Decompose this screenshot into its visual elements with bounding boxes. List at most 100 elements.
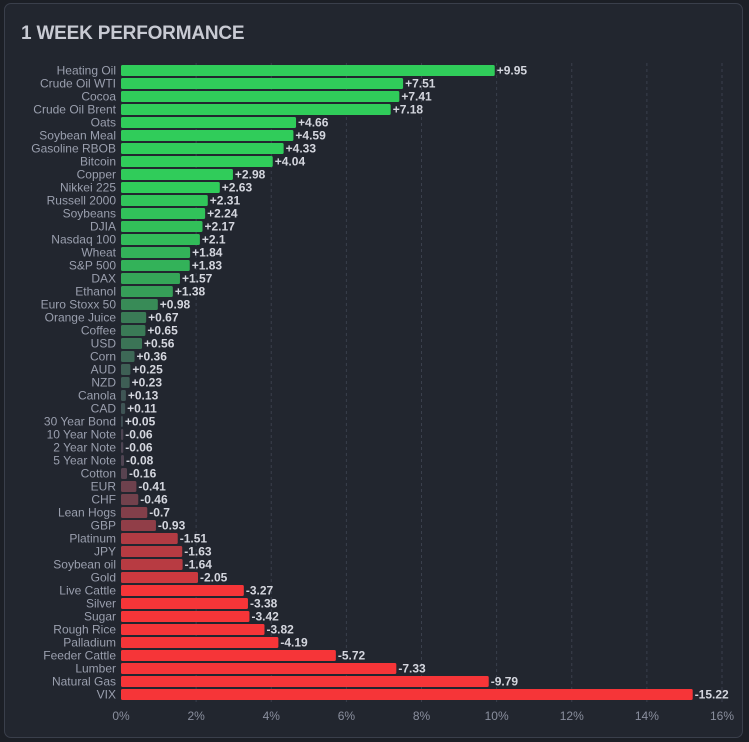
category-label: EUR bbox=[91, 480, 117, 494]
value-label: +0.23 bbox=[132, 376, 163, 390]
value-label: +0.25 bbox=[132, 363, 163, 377]
category-label: Cocoa bbox=[81, 90, 116, 104]
category-label: USD bbox=[91, 337, 117, 351]
category-label: Cotton bbox=[81, 467, 116, 481]
bar bbox=[121, 195, 208, 206]
category-label: Gold bbox=[91, 571, 116, 585]
value-label: +2.31 bbox=[210, 194, 241, 208]
bar bbox=[121, 117, 297, 128]
value-label: +7.51 bbox=[405, 77, 436, 91]
category-label: Soybean Meal bbox=[39, 129, 116, 143]
value-label: -0.16 bbox=[129, 467, 157, 481]
bar bbox=[121, 520, 156, 531]
bar bbox=[121, 130, 294, 141]
bar bbox=[121, 143, 284, 154]
category-label: NZD bbox=[91, 376, 116, 390]
bar bbox=[121, 364, 131, 375]
x-tick-label: 10% bbox=[485, 709, 509, 723]
bar bbox=[121, 624, 265, 635]
category-label: Soybeans bbox=[63, 207, 116, 221]
category-label: Orange Juice bbox=[45, 311, 117, 325]
value-label: +0.67 bbox=[148, 311, 179, 325]
value-label: -15.22 bbox=[695, 688, 729, 702]
bar bbox=[121, 273, 180, 284]
category-label: 2 Year Note bbox=[53, 441, 116, 455]
category-label: Platinum bbox=[69, 532, 116, 546]
bar bbox=[121, 338, 143, 349]
x-tick-label: 12% bbox=[560, 709, 584, 723]
bar bbox=[121, 247, 191, 258]
value-label: +0.56 bbox=[144, 337, 175, 351]
bar bbox=[121, 351, 135, 362]
value-label: +4.59 bbox=[295, 129, 326, 143]
bar bbox=[121, 312, 147, 323]
category-label: Live Cattle bbox=[59, 584, 116, 598]
bar bbox=[121, 533, 178, 544]
bar bbox=[121, 494, 139, 505]
category-label: Corn bbox=[90, 350, 116, 364]
category-label: 10 Year Note bbox=[47, 428, 117, 442]
category-label: Feeder Cattle bbox=[43, 649, 116, 663]
category-label: Palladium bbox=[63, 636, 116, 650]
value-label: -0.93 bbox=[158, 519, 186, 533]
bar bbox=[121, 156, 273, 167]
value-label: -2.05 bbox=[200, 571, 228, 585]
value-label: +4.33 bbox=[286, 142, 317, 156]
category-label: Nikkei 225 bbox=[60, 181, 116, 195]
category-label: GBP bbox=[91, 519, 116, 533]
category-label: Euro Stoxx 50 bbox=[41, 298, 117, 312]
category-label: Crude Oil WTI bbox=[40, 77, 116, 91]
bar bbox=[121, 429, 124, 440]
value-label: +7.41 bbox=[401, 90, 432, 104]
bar bbox=[121, 637, 279, 648]
category-label: 5 Year Note bbox=[53, 454, 116, 468]
x-tick-label: 8% bbox=[413, 709, 431, 723]
x-tick-label: 0% bbox=[112, 709, 130, 723]
category-label: Copper bbox=[77, 168, 116, 182]
category-label: Bitcoin bbox=[80, 155, 116, 169]
category-label: JPY bbox=[94, 545, 116, 559]
category-label: Russell 2000 bbox=[47, 194, 117, 208]
category-label: VIX bbox=[97, 688, 116, 702]
bar bbox=[121, 481, 137, 492]
bar bbox=[121, 455, 125, 466]
category-label: Lumber bbox=[75, 662, 116, 676]
value-label: +2.98 bbox=[235, 168, 266, 182]
value-label: +0.13 bbox=[128, 389, 159, 403]
value-label: +2.63 bbox=[222, 181, 253, 195]
bar bbox=[121, 559, 183, 570]
x-tick-label: 14% bbox=[635, 709, 659, 723]
value-label: -1.63 bbox=[184, 545, 212, 559]
bar bbox=[121, 221, 203, 232]
bar bbox=[121, 299, 158, 310]
value-label: +2.1 bbox=[202, 233, 226, 247]
category-label: Oats bbox=[91, 116, 116, 130]
value-label: +4.66 bbox=[298, 116, 329, 130]
bar bbox=[121, 182, 220, 193]
category-label: Natural Gas bbox=[52, 675, 116, 689]
category-label: Ethanol bbox=[75, 285, 116, 299]
chart-title: 1 WEEK PERFORMANCE bbox=[21, 23, 245, 44]
category-label: DAX bbox=[91, 272, 116, 286]
bar bbox=[121, 442, 124, 453]
value-label: +1.83 bbox=[192, 259, 223, 273]
bar bbox=[121, 689, 693, 700]
category-label: 30 Year Bond bbox=[44, 415, 116, 429]
x-tick-label: 6% bbox=[338, 709, 356, 723]
bar bbox=[121, 390, 126, 401]
category-label: DJIA bbox=[90, 220, 116, 234]
x-tick-label: 2% bbox=[187, 709, 205, 723]
value-label: -0.06 bbox=[125, 428, 153, 442]
x-tick-label: 16% bbox=[710, 709, 734, 723]
bar bbox=[121, 416, 123, 427]
bar bbox=[121, 234, 200, 245]
bar bbox=[121, 208, 206, 219]
bar bbox=[121, 650, 336, 661]
value-label: +4.04 bbox=[275, 155, 306, 169]
category-label: CHF bbox=[91, 493, 116, 507]
category-label: Heating Oil bbox=[57, 64, 116, 78]
value-label: -1.51 bbox=[180, 532, 208, 546]
bar bbox=[121, 169, 233, 180]
category-label: S&P 500 bbox=[69, 259, 116, 273]
value-label: -3.27 bbox=[246, 584, 274, 598]
